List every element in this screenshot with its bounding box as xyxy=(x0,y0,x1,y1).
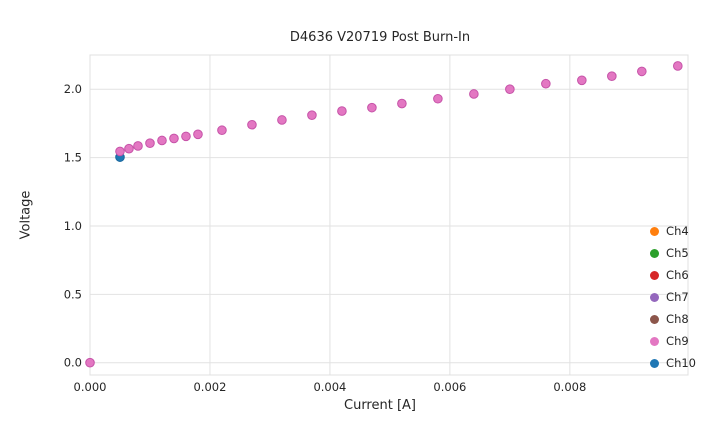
legend-swatch-icon xyxy=(650,248,660,258)
y-tick-label: 1.0 xyxy=(64,219,82,233)
data-point-Ch9 xyxy=(124,143,134,154)
legend-item-ch4: Ch4 xyxy=(650,220,696,242)
legend-label: Ch6 xyxy=(666,268,689,282)
x-axis-label: Current [A] xyxy=(344,398,416,413)
data-point-Ch9 xyxy=(607,71,617,81)
legend-label: Ch7 xyxy=(666,290,689,304)
data-point-Ch9 xyxy=(115,146,125,157)
legend-label: Ch4 xyxy=(666,224,689,238)
legend: Ch4 Ch5 Ch6 Ch7 Ch8 Ch9 Ch10 xyxy=(650,220,696,374)
legend-swatch-icon xyxy=(650,226,660,236)
data-point-Ch9 xyxy=(85,357,95,368)
legend-swatch-icon xyxy=(650,270,660,280)
chart-title: D4636 V20719 Post Burn-In xyxy=(289,30,471,45)
legend-label: Ch8 xyxy=(666,312,689,326)
data-point-Ch9 xyxy=(157,135,167,146)
data-point-Ch9 xyxy=(577,75,587,86)
legend-item-ch7: Ch7 xyxy=(650,286,696,308)
data-point-Ch9 xyxy=(307,110,317,120)
data-point-Ch9 xyxy=(181,131,191,142)
data-point-Ch9 xyxy=(433,93,443,104)
legend-label: Ch5 xyxy=(666,246,689,260)
x-tick-label: 0.004 xyxy=(313,380,346,394)
legend-swatch-icon xyxy=(650,358,660,368)
data-point-Ch9 xyxy=(145,138,155,149)
legend-item-ch6: Ch6 xyxy=(650,264,696,286)
legend-item-ch10: Ch10 xyxy=(650,352,696,374)
y-tick-label: 0.0 xyxy=(64,356,82,370)
x-tick-label: 0.002 xyxy=(193,380,226,394)
data-point-Ch9 xyxy=(397,98,407,109)
x-tick-label: 0.000 xyxy=(74,380,107,394)
data-point-Ch9 xyxy=(217,125,227,136)
data-point-Ch9 xyxy=(541,78,551,89)
y-tick-label: 0.5 xyxy=(64,287,82,301)
data-point-Ch9 xyxy=(277,115,287,125)
data-point-Ch9 xyxy=(367,102,377,113)
data-point-Ch9 xyxy=(673,61,683,71)
legend-label: Ch9 xyxy=(666,334,689,348)
legend-item-ch8: Ch8 xyxy=(650,308,696,330)
y-tick-label: 2.0 xyxy=(64,82,82,96)
data-point-Ch9 xyxy=(247,119,257,130)
legend-swatch-icon xyxy=(650,314,660,324)
x-tick-label: 0.008 xyxy=(553,380,586,394)
y-tick-label: 1.5 xyxy=(64,151,82,165)
data-point-Ch9 xyxy=(337,106,347,116)
data-point-Ch9 xyxy=(637,66,647,77)
legend-item-ch9: Ch9 xyxy=(650,330,696,352)
legend-swatch-icon xyxy=(650,336,660,346)
legend-swatch-icon xyxy=(650,292,660,302)
plot-frame xyxy=(89,54,689,376)
data-point-Ch9 xyxy=(505,84,515,94)
data-point-Ch9 xyxy=(169,133,179,144)
legend-label: Ch10 xyxy=(666,356,696,370)
data-point-Ch9 xyxy=(193,129,203,140)
x-tick-label: 0.006 xyxy=(433,380,466,394)
data-point-Ch9 xyxy=(469,89,479,99)
legend-item-ch5: Ch5 xyxy=(650,242,696,264)
data-point-Ch9 xyxy=(133,141,143,151)
